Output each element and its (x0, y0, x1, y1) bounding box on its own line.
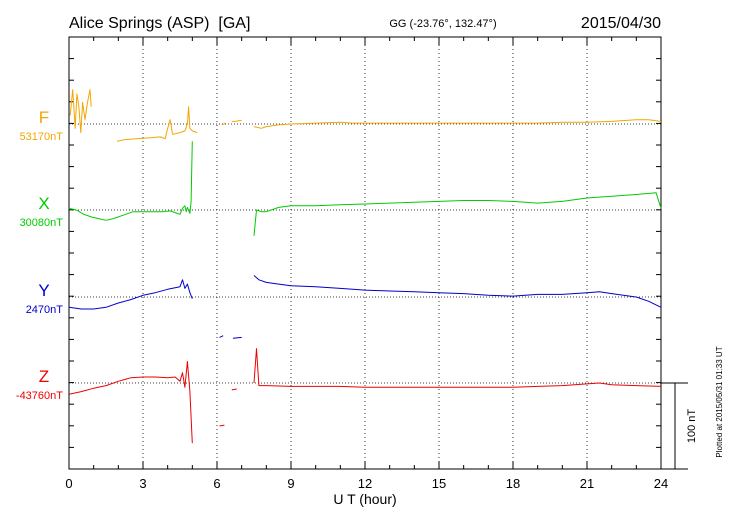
axis-ticks: 0 3 6 9 12 15 18 21 24 (65, 37, 668, 491)
x-tick-label: 0 (65, 476, 72, 491)
scale-bar-label: 100 nT (686, 409, 698, 444)
series-line-z (253, 348, 662, 388)
series-name-x: X (38, 194, 49, 213)
coordinates-label: GG (-23.76°, 132.47°) (389, 18, 496, 30)
series-line-y (232, 336, 242, 339)
series-line-z (231, 388, 237, 391)
series-baseline-y: 2470nT (26, 304, 64, 316)
x-tick-label: 12 (358, 476, 372, 491)
scale-bar (661, 382, 688, 470)
x-tick-label: 9 (287, 476, 294, 491)
grid-lines (69, 37, 661, 469)
series-line-x (68, 141, 193, 221)
series-line-f (231, 120, 242, 122)
x-tick-label: 18 (506, 476, 520, 491)
series-layer (68, 89, 662, 444)
series-line-f (253, 119, 662, 129)
series-line-y (253, 275, 662, 308)
series-line-y (68, 279, 193, 310)
series-name-y: Y (38, 281, 49, 300)
series-line-f (117, 106, 198, 142)
series-line-x (253, 192, 662, 236)
x-tick-label: 15 (432, 476, 446, 491)
date-label: 2015/04/30 (581, 15, 661, 32)
x-tick-label: 6 (213, 476, 220, 491)
series-name-f: F (39, 108, 49, 127)
series-baseline-x: 30080nT (20, 217, 64, 229)
series-line-f (69, 89, 92, 134)
x-tick-label: 24 (654, 476, 668, 491)
plotted-note: Plotted at 2015/05/31 01:33 UT (715, 346, 724, 457)
series-line-z (68, 361, 193, 444)
series-line-f (221, 122, 226, 126)
series-line-z (219, 424, 225, 427)
chart-title: Alice Springs (ASP) [GA] (69, 15, 250, 32)
x-tick-label: 21 (580, 476, 594, 491)
series-baseline-f: 53170nT (20, 131, 64, 143)
x-axis-label: U T (hour) (333, 491, 396, 507)
series-baseline-z: -43760nT (16, 390, 63, 402)
x-tick-label: 3 (139, 476, 146, 491)
series-name-z: Z (39, 367, 49, 386)
series-line-y (219, 335, 224, 338)
